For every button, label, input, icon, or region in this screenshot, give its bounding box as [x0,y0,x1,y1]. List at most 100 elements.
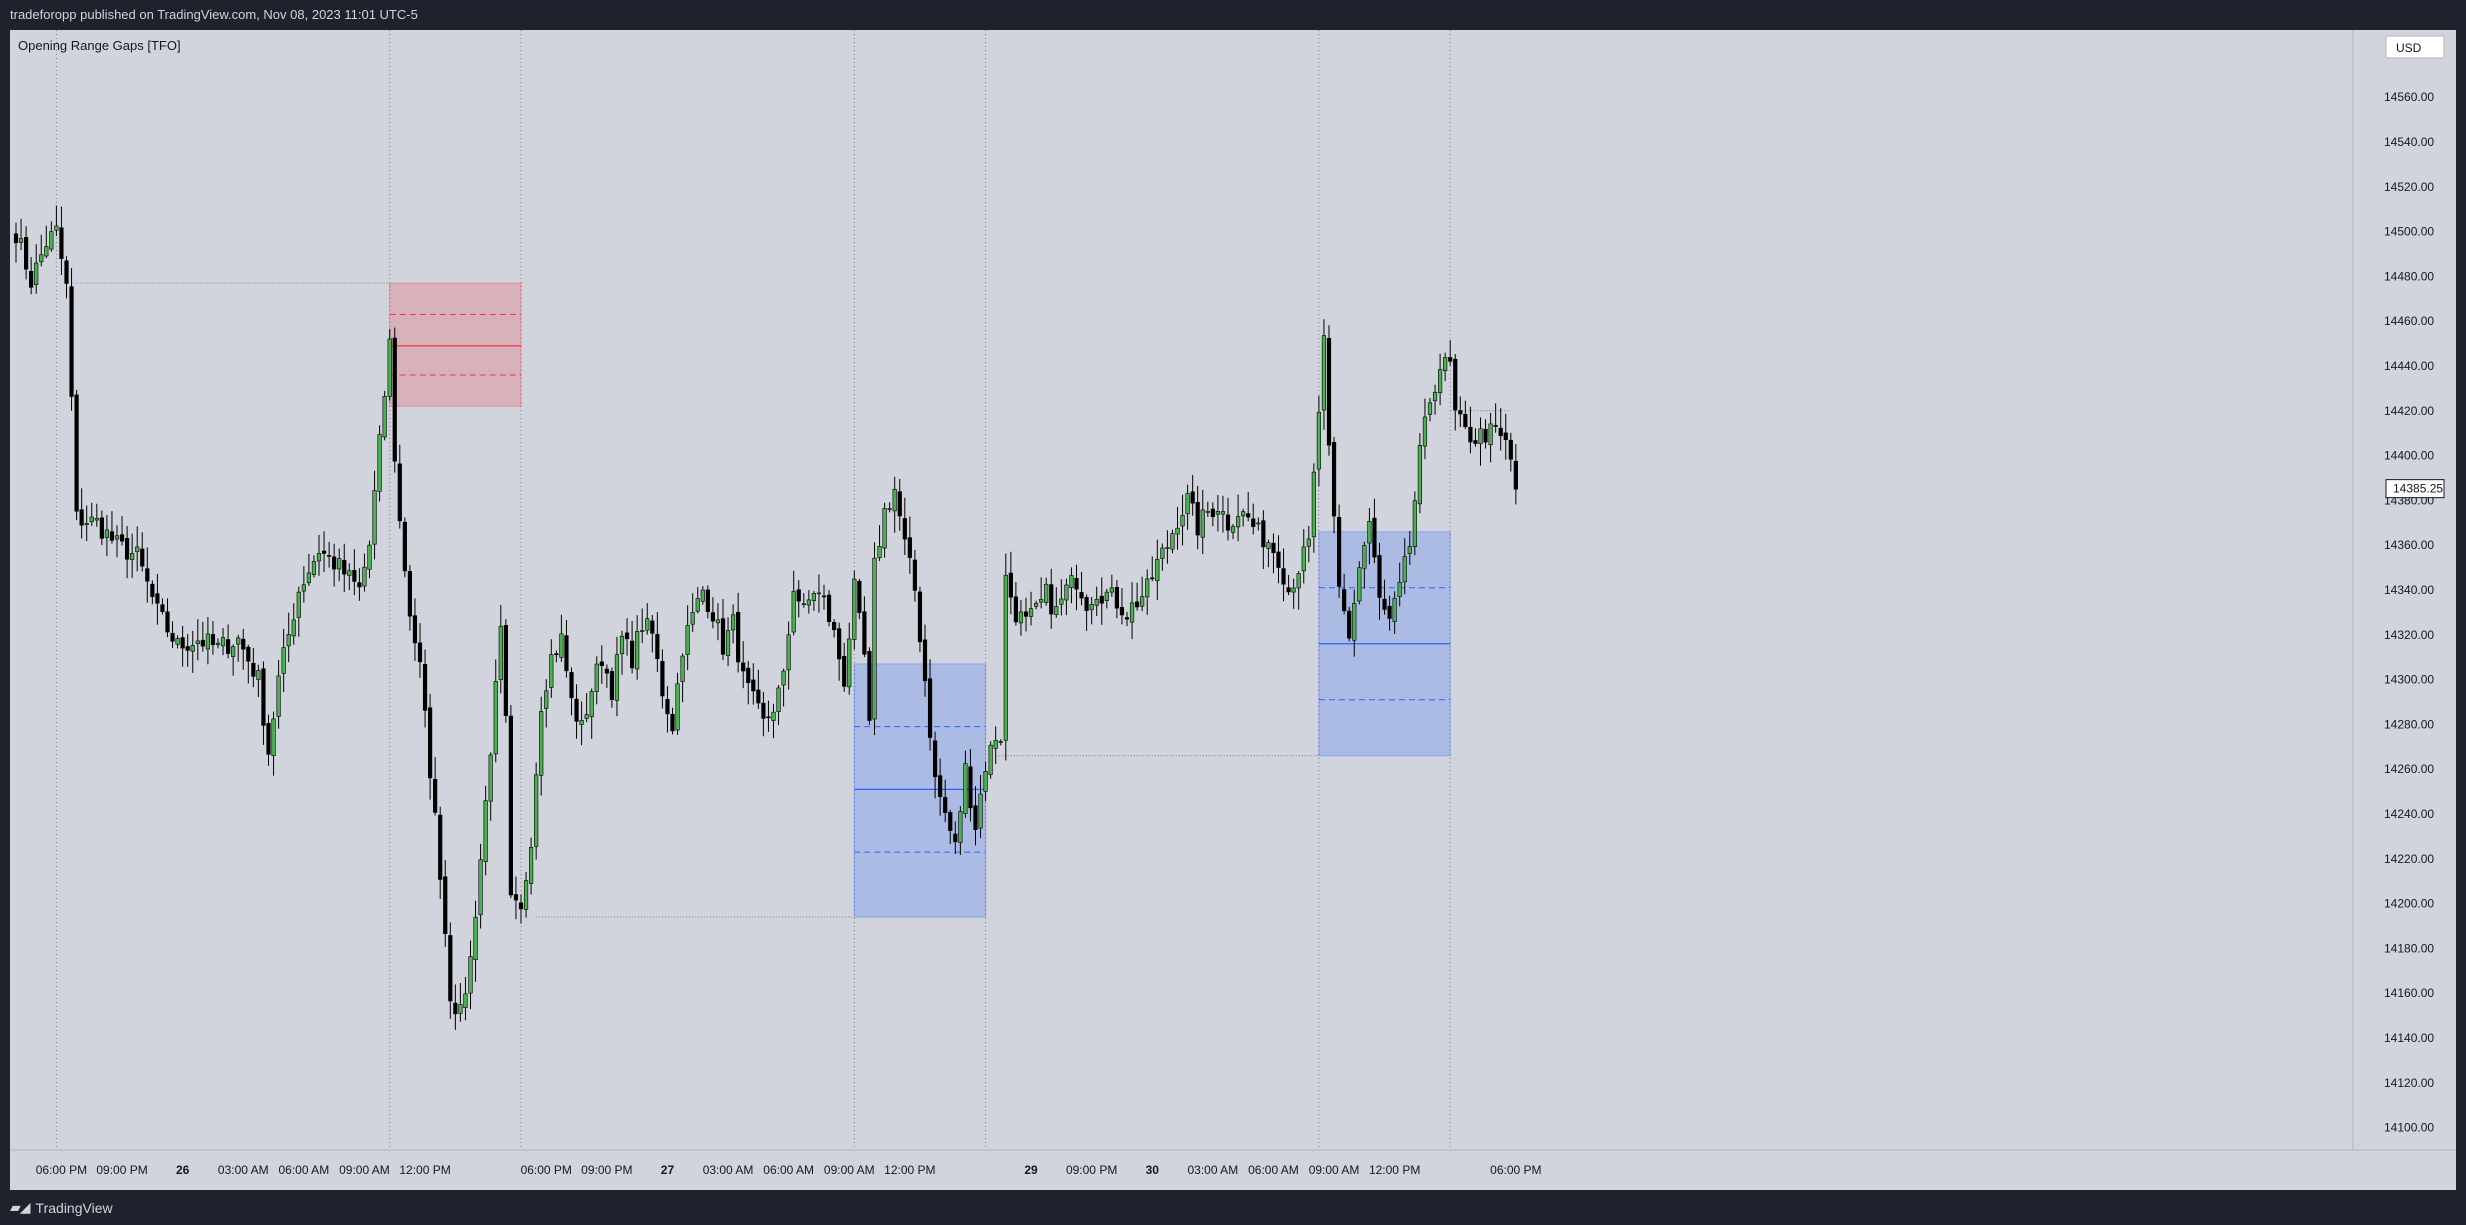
candle-45 [241,628,246,670]
candle-233 [1190,474,1195,516]
candle-102 [528,837,534,895]
candle-237 [1210,502,1215,527]
time-tick-19: 09:00 AM [1309,1163,1360,1177]
candle-40 [215,638,221,649]
candle-103 [534,762,539,860]
candle-108 [559,614,564,662]
candle-27 [150,580,155,605]
candle-142 [730,604,736,644]
candle-21 [119,516,125,546]
candle-32 [175,635,180,649]
candle-165 [847,622,852,695]
candle-212 [1084,594,1089,631]
time-tick-13: 12:00 PM [884,1163,935,1177]
candle-59 [311,555,317,578]
candle-14 [84,505,89,542]
candlestick-chart[interactable]: 14100.00 14120.00 14140.00 14160.00 14180.00… [10,30,2456,1190]
candle-187 [958,806,963,855]
candle-194 [993,726,998,765]
candle-109 [564,619,569,678]
candle-126 [650,614,655,653]
candle-81 [422,649,428,728]
candle-65 [342,543,347,592]
candle-278 [1417,433,1422,514]
candle-266 [1357,561,1362,605]
currency-box[interactable] [2385,35,2445,59]
candle-297 [1513,443,1518,505]
candle-258 [1316,395,1321,487]
candle-57 [301,566,306,603]
candle-199 [1018,600,1024,636]
candle-2 [24,226,29,280]
candle-101 [523,871,529,918]
time-tick-7: 06:00 PM [521,1163,572,1177]
candle-31 [170,621,175,649]
candle-107 [554,650,559,663]
candle-156 [801,593,806,608]
candle-69 [362,553,367,592]
time-tick-21: 06:00 PM [1490,1163,1541,1177]
price-tick-17: 14440.00 [2384,359,2434,373]
time-tick-12: 09:00 AM [824,1163,875,1177]
candle-100 [518,894,524,924]
candle-228 [1165,530,1170,564]
candle-49 [261,661,266,745]
candle-72 [377,425,382,502]
candle-92 [478,843,483,929]
candle-168 [862,596,867,658]
tradingview-brand[interactable]: ▰◢ TradingView [0,1200,113,1216]
gap-zone-0 [389,282,522,407]
candle-82 [427,693,433,800]
candle-234 [1195,485,1200,550]
candle-155 [796,580,801,618]
candle-127 [655,612,660,672]
candle-84 [438,806,443,899]
candle-229 [1170,529,1175,554]
candle-253 [1291,578,1296,609]
time-tick-8: 09:00 PM [581,1163,632,1177]
candle-251 [1281,548,1286,602]
candle-129 [665,686,670,733]
candle-3 [29,257,34,295]
candle-131 [675,672,680,735]
candle-224 [1145,569,1150,615]
currency-label[interactable]: USD [2396,41,2422,55]
time-tick-11: 06:00 AM [763,1163,814,1177]
candle-200 [1023,597,1029,632]
candle-240 [1225,497,1231,541]
candle-36 [195,619,200,661]
candle-221 [1129,582,1135,640]
candle-136 [700,586,705,605]
candle-134 [690,593,695,632]
candle-216 [1104,588,1109,609]
candle-214 [1094,586,1099,617]
candle-204 [1044,577,1049,606]
price-tick-19: 14480.00 [2384,269,2434,283]
candle-124 [640,608,645,643]
candle-245 [1251,503,1256,535]
indicator-label[interactable]: Opening Range Gaps [TFO] [18,38,181,53]
price-tick-12: 14340.00 [2384,583,2434,597]
candle-191 [978,774,983,839]
candle-104 [539,696,544,796]
time-axis[interactable]: 06:00 PM 09:00 PM 26 03:00 AM 06:00 AM 09:00 … [36,1163,1542,1177]
candle-114 [589,688,594,739]
candle-293 [1493,403,1498,433]
candle-189 [968,749,973,822]
candle-279 [1422,398,1428,460]
price-axis[interactable]: 14100.00 14120.00 14140.00 14160.00 14180.00… [2384,90,2434,1134]
candle-66 [347,563,352,591]
candle-0 [13,222,19,263]
candle-43 [231,644,236,676]
chart-area[interactable]: 14100.00 14120.00 14140.00 14160.00 14180.00… [10,30,2456,1190]
candle-128 [660,649,665,709]
price-tick-3: 14160.00 [2384,986,2434,1000]
candle-112 [579,701,584,746]
candle-254 [1296,571,1301,610]
candle-132 [680,653,685,703]
price-tick-9: 14280.00 [2384,717,2434,731]
last-price-box [2385,479,2445,499]
candle-232 [1185,484,1190,530]
candle-48 [256,664,261,698]
candle-139 [715,603,721,641]
